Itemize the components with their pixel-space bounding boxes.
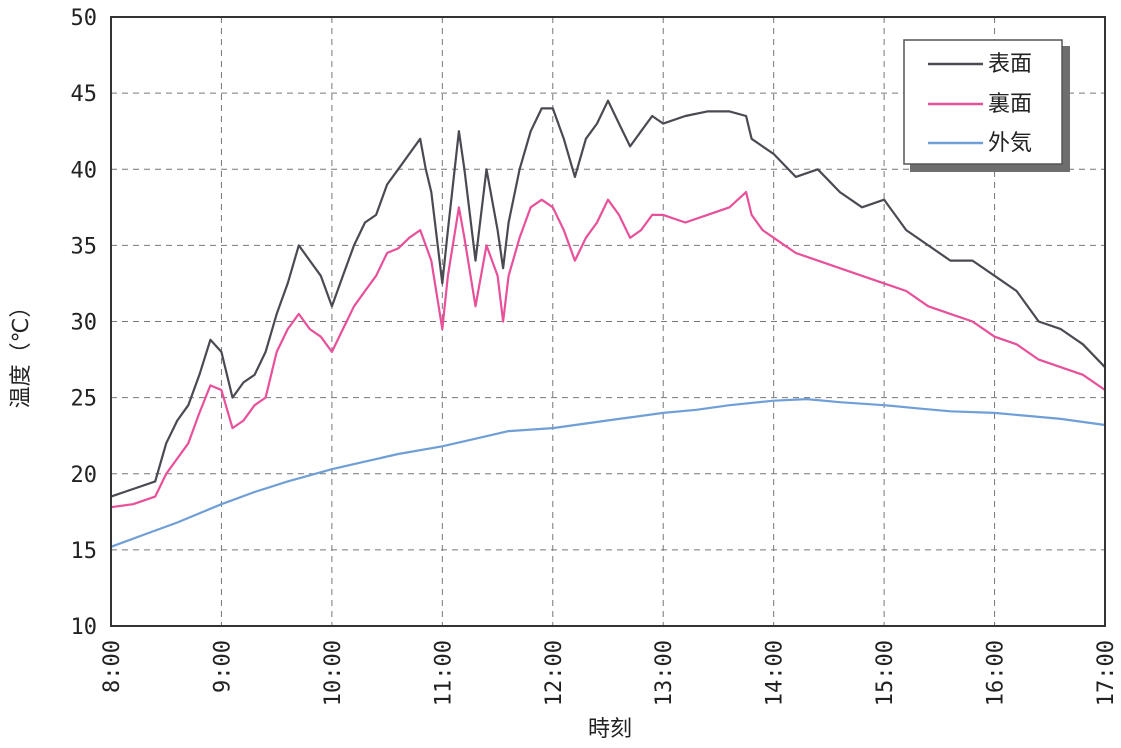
x-tick-label: 13:00 xyxy=(652,640,677,706)
y-tick-label: 10 xyxy=(71,615,98,640)
y-tick-label: 50 xyxy=(71,6,98,31)
y-tick-label: 20 xyxy=(71,463,98,488)
x-tick-label: 11:00 xyxy=(431,640,456,706)
x-tick-label: 16:00 xyxy=(984,640,1009,706)
legend-label-outside: 外気 xyxy=(988,131,1032,156)
x-tick-label: 10:00 xyxy=(321,640,346,706)
x-tick-label: 9:00 xyxy=(210,640,235,693)
x-tick-label: 8:00 xyxy=(100,640,125,693)
plot-frame xyxy=(110,16,1106,627)
y-axis-label: 温度（℃） xyxy=(9,296,34,409)
x-tick-label: 14:00 xyxy=(763,640,788,706)
x-tick-label: 12:00 xyxy=(542,640,567,706)
x-tick-labels: 8:00 9:00 10:00 11:00 12:00 13:00 14:00 15:00 16… xyxy=(100,640,1119,706)
legend-label-back: 裏面 xyxy=(988,92,1032,117)
series-line-surface xyxy=(109,99,1107,498)
x-tick-label: 15:00 xyxy=(873,640,898,706)
legend: 表面 裏面 外気 xyxy=(903,39,1070,172)
grid-lines xyxy=(111,17,1105,626)
series-line-back xyxy=(109,191,1107,509)
legend-box xyxy=(903,39,1063,165)
series-line-outside xyxy=(109,398,1107,548)
y-tick-label: 45 xyxy=(71,82,98,107)
y-tick-label: 30 xyxy=(71,311,98,336)
y-tick-label: 15 xyxy=(71,539,98,564)
series-lines xyxy=(109,99,1107,548)
y-tick-label: 35 xyxy=(71,234,98,259)
x-tick-label: 17:00 xyxy=(1094,640,1119,706)
y-tick-labels: 10 15 20 25 30 35 40 45 50 xyxy=(71,6,98,640)
y-tick-label: 25 xyxy=(71,387,98,412)
legend-label-surface: 表面 xyxy=(988,52,1032,77)
x-axis-label: 時刻 xyxy=(588,717,632,742)
y-tick-label: 40 xyxy=(71,158,98,183)
